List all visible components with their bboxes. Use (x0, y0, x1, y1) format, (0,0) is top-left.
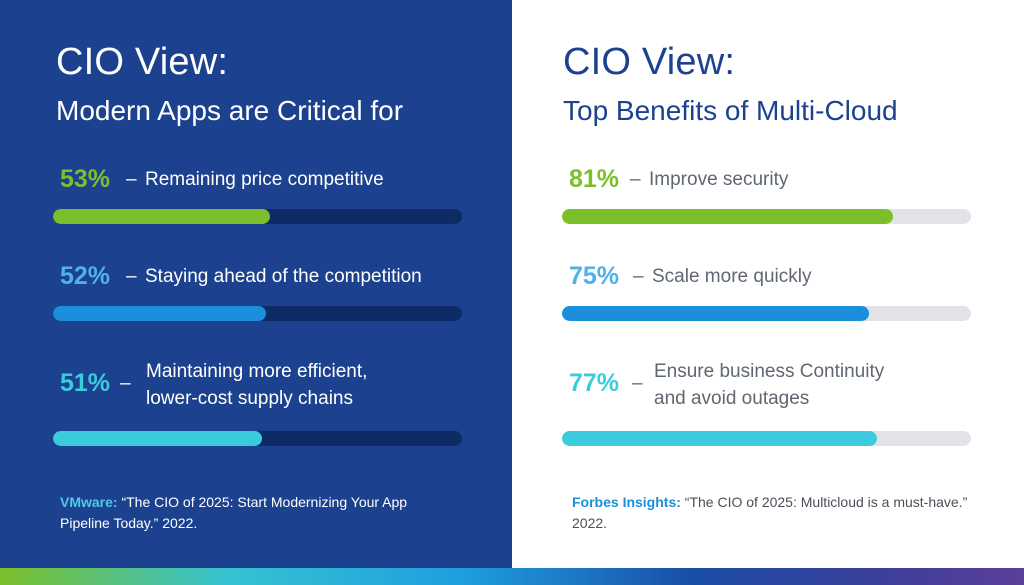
right-category-label-3-line-2: and avoid outages (654, 388, 810, 409)
right-bar-track-3 (562, 431, 971, 446)
right-source-name: Forbes Insights: (572, 494, 681, 510)
left-category-label-3-line-2: lower-cost supply chains (146, 388, 353, 409)
left-source-name: VMware: (60, 494, 118, 510)
left-category-label-3-line-1: Maintaining more efficient, (146, 361, 368, 382)
right-category-label-3-line-1: Ensure business Continuity (654, 361, 885, 382)
right-bar-1 (562, 209, 894, 224)
left-source-citation: VMware: “The CIO of 2025: Start Moderniz… (60, 492, 460, 534)
right-bar-track-1 (562, 209, 971, 224)
left-percent-label-3: 51% (60, 369, 111, 397)
left-percent-label-1: 53% (60, 165, 111, 193)
right-subtitle: Top Benefits of Multi-Cloud (563, 95, 898, 126)
left-bar-2 (53, 306, 266, 321)
left-separator-2: – (126, 266, 137, 287)
right-percent-label-3: 77% (569, 369, 620, 397)
right-category-label-2: Scale more quickly (652, 266, 812, 287)
right-panel: CIO View: Top Benefits of Multi-Cloud 81… (512, 0, 1024, 568)
left-category-label-1: Remaining price competitive (145, 169, 384, 190)
left-bar-1 (53, 209, 270, 224)
left-bar-track-3 (53, 431, 462, 446)
right-bar-track-2 (562, 306, 971, 321)
bottom-gradient-strip (0, 568, 1024, 585)
left-category-label-2: Staying ahead of the competition (145, 266, 422, 287)
right-source-citation: Forbes Insights: “The CIO of 2025: Multi… (572, 492, 972, 534)
left-title: CIO View: (56, 41, 229, 83)
right-separator-2: – (633, 266, 644, 287)
right-category-label-1: Improve security (649, 169, 789, 190)
left-percent-label-2: 52% (60, 262, 111, 290)
right-separator-3: – (632, 373, 643, 394)
left-panel: CIO View: Modern Apps are Critical for 5… (0, 0, 512, 568)
right-percent-label-2: 75% (569, 262, 620, 290)
right-bar-2 (562, 306, 869, 321)
right-bar-3 (562, 431, 877, 446)
right-title: CIO View: (563, 41, 736, 83)
left-separator-3: – (120, 373, 131, 394)
left-bar-track-1 (53, 209, 462, 224)
right-separator-1: – (630, 169, 641, 190)
left-separator-1: – (126, 169, 137, 190)
left-subtitle: Modern Apps are Critical for (56, 95, 404, 126)
left-bar-track-2 (53, 306, 462, 321)
left-source-text: “The CIO of 2025: Start Modernizing Your… (60, 494, 408, 531)
left-bar-3 (53, 431, 262, 446)
right-percent-label-1: 81% (569, 165, 620, 193)
right-source-text: “The CIO of 2025: Multicloud is a must-h… (572, 494, 968, 531)
